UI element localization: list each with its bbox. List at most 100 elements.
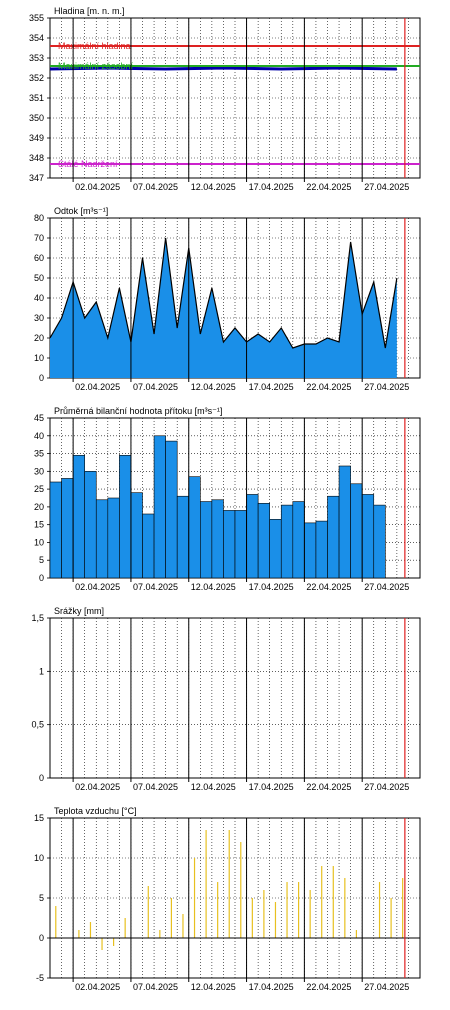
series-bar — [176, 495, 190, 579]
series-bar — [315, 520, 328, 579]
series-bar — [142, 513, 155, 579]
y-tick-label: 70 — [34, 233, 44, 243]
x-tick-label: 12.04.2025 — [191, 782, 236, 792]
y-tick-label: 350 — [29, 113, 44, 123]
series-bar — [188, 476, 201, 579]
y-tick-label: 1 — [39, 666, 44, 676]
x-tick-label: 22.04.2025 — [306, 182, 351, 192]
x-tick-label: 02.04.2025 — [75, 782, 120, 792]
y-tick-label: 35 — [34, 449, 44, 459]
chart-title: Odtok [m³s⁻¹] — [54, 206, 108, 216]
series-bar — [119, 455, 132, 579]
y-tick-label: 15 — [34, 813, 44, 823]
x-tick-label: 12.04.2025 — [191, 182, 236, 192]
y-tick-label: 20 — [34, 502, 44, 512]
y-tick-label: 0 — [39, 773, 44, 783]
y-tick-label: 0 — [39, 933, 44, 943]
chart-panel-4: Teplota vzduchu [°C] -5 0 5 10 15 02.04.2025 07… — [34, 806, 421, 992]
series-outline — [49, 237, 398, 349]
chart-panel-1: Odtok [m³s⁻¹] 0 10 20 30 40 50 60 70 80 02.04.2025… — [34, 206, 421, 392]
y-tick-label: 5 — [39, 555, 44, 565]
series-bar — [211, 499, 224, 579]
series-bar — [361, 494, 375, 579]
series-line — [49, 66, 397, 71]
y-tick-label: 0,5 — [31, 720, 44, 730]
y-tick-label: 1,5 — [31, 613, 44, 623]
x-tick-label: 07.04.2025 — [133, 982, 178, 992]
series-bar — [200, 501, 213, 579]
x-tick-label: 02.04.2025 — [75, 982, 120, 992]
x-tick-label: 17.04.2025 — [249, 582, 294, 592]
x-tick-label: 02.04.2025 — [75, 382, 120, 392]
reference-line-label: Maximální zásobní — [58, 61, 134, 71]
y-tick-label: 353 — [29, 53, 44, 63]
chart-title: Průměrná bilanční hodnota přítoku [m³s⁻¹… — [54, 406, 222, 416]
y-tick-label: 0 — [39, 573, 44, 583]
y-tick-label: 30 — [34, 466, 44, 476]
series-bar — [338, 465, 351, 579]
y-tick-label: 0 — [39, 373, 44, 383]
x-tick-label: 22.04.2025 — [306, 382, 351, 392]
series-bar — [84, 471, 97, 579]
chart-panel-3: Srážky [mm] 0 0,5 1 1,5 02.04.2025 07.04.2025 1… — [31, 606, 421, 792]
x-tick-label: 22.04.2025 — [306, 582, 351, 592]
x-tick-label: 17.04.2025 — [249, 382, 294, 392]
y-tick-label: 40 — [34, 293, 44, 303]
x-tick-label: 02.04.2025 — [75, 582, 120, 592]
series-bar — [350, 483, 363, 579]
x-tick-label: 12.04.2025 — [191, 382, 236, 392]
y-tick-label: 40 — [34, 431, 44, 441]
y-tick-label: 355 — [29, 13, 44, 23]
x-tick-label: 27.04.2025 — [364, 982, 409, 992]
y-tick-label: 352 — [29, 73, 44, 83]
x-tick-label: 07.04.2025 — [133, 582, 178, 592]
x-tick-label: 17.04.2025 — [249, 182, 294, 192]
y-tick-label: 354 — [29, 33, 44, 43]
y-tick-label: 20 — [34, 333, 44, 343]
y-tick-label: 45 — [34, 413, 44, 423]
x-tick-label: 27.04.2025 — [364, 582, 409, 592]
series-bar — [280, 504, 294, 579]
series-bar — [95, 499, 109, 579]
series-bar — [304, 522, 317, 579]
y-tick-label: 5 — [39, 893, 44, 903]
x-tick-label: 07.04.2025 — [133, 182, 178, 192]
x-tick-label: 07.04.2025 — [133, 382, 178, 392]
series-bar — [292, 501, 305, 579]
series-bar — [257, 503, 270, 579]
plot-frame — [49, 817, 421, 979]
y-tick-label: 10 — [34, 853, 44, 863]
y-tick-label: 351 — [29, 93, 44, 103]
series-bar — [153, 435, 166, 579]
chart-panel-0: Hladina [m. n. m.] 347 348 349 350 351 352 353 3… — [29, 6, 421, 192]
y-tick-label: 50 — [34, 273, 44, 283]
reference-line-label: Maximální hladina — [58, 41, 131, 51]
y-tick-label: 349 — [29, 133, 44, 143]
x-tick-label: 27.04.2025 — [364, 782, 409, 792]
series-area — [50, 238, 397, 378]
chart-title: Hladina [m. n. m.] — [54, 6, 125, 16]
y-tick-label: 348 — [29, 153, 44, 163]
y-tick-label: -5 — [36, 973, 44, 983]
x-tick-label: 07.04.2025 — [133, 782, 178, 792]
series-bar — [327, 495, 340, 579]
x-tick-label: 27.04.2025 — [364, 182, 409, 192]
y-tick-label: 80 — [34, 213, 44, 223]
y-tick-label: 30 — [34, 313, 44, 323]
series-bar — [107, 497, 120, 579]
reference-line-label: Stálé Nadržení — [58, 159, 118, 169]
series-bar — [234, 510, 247, 579]
series-bar — [269, 519, 282, 579]
y-tick-label: 10 — [34, 537, 44, 547]
plot-frame — [49, 17, 421, 179]
series-bar — [373, 504, 386, 579]
series-bar — [49, 481, 62, 579]
series-bar — [246, 494, 259, 579]
series-bar — [61, 478, 74, 579]
y-tick-label: 347 — [29, 173, 44, 183]
x-tick-label: 22.04.2025 — [306, 782, 351, 792]
series-bar — [223, 510, 236, 579]
x-tick-label: 17.04.2025 — [249, 982, 294, 992]
x-tick-label: 12.04.2025 — [191, 982, 236, 992]
